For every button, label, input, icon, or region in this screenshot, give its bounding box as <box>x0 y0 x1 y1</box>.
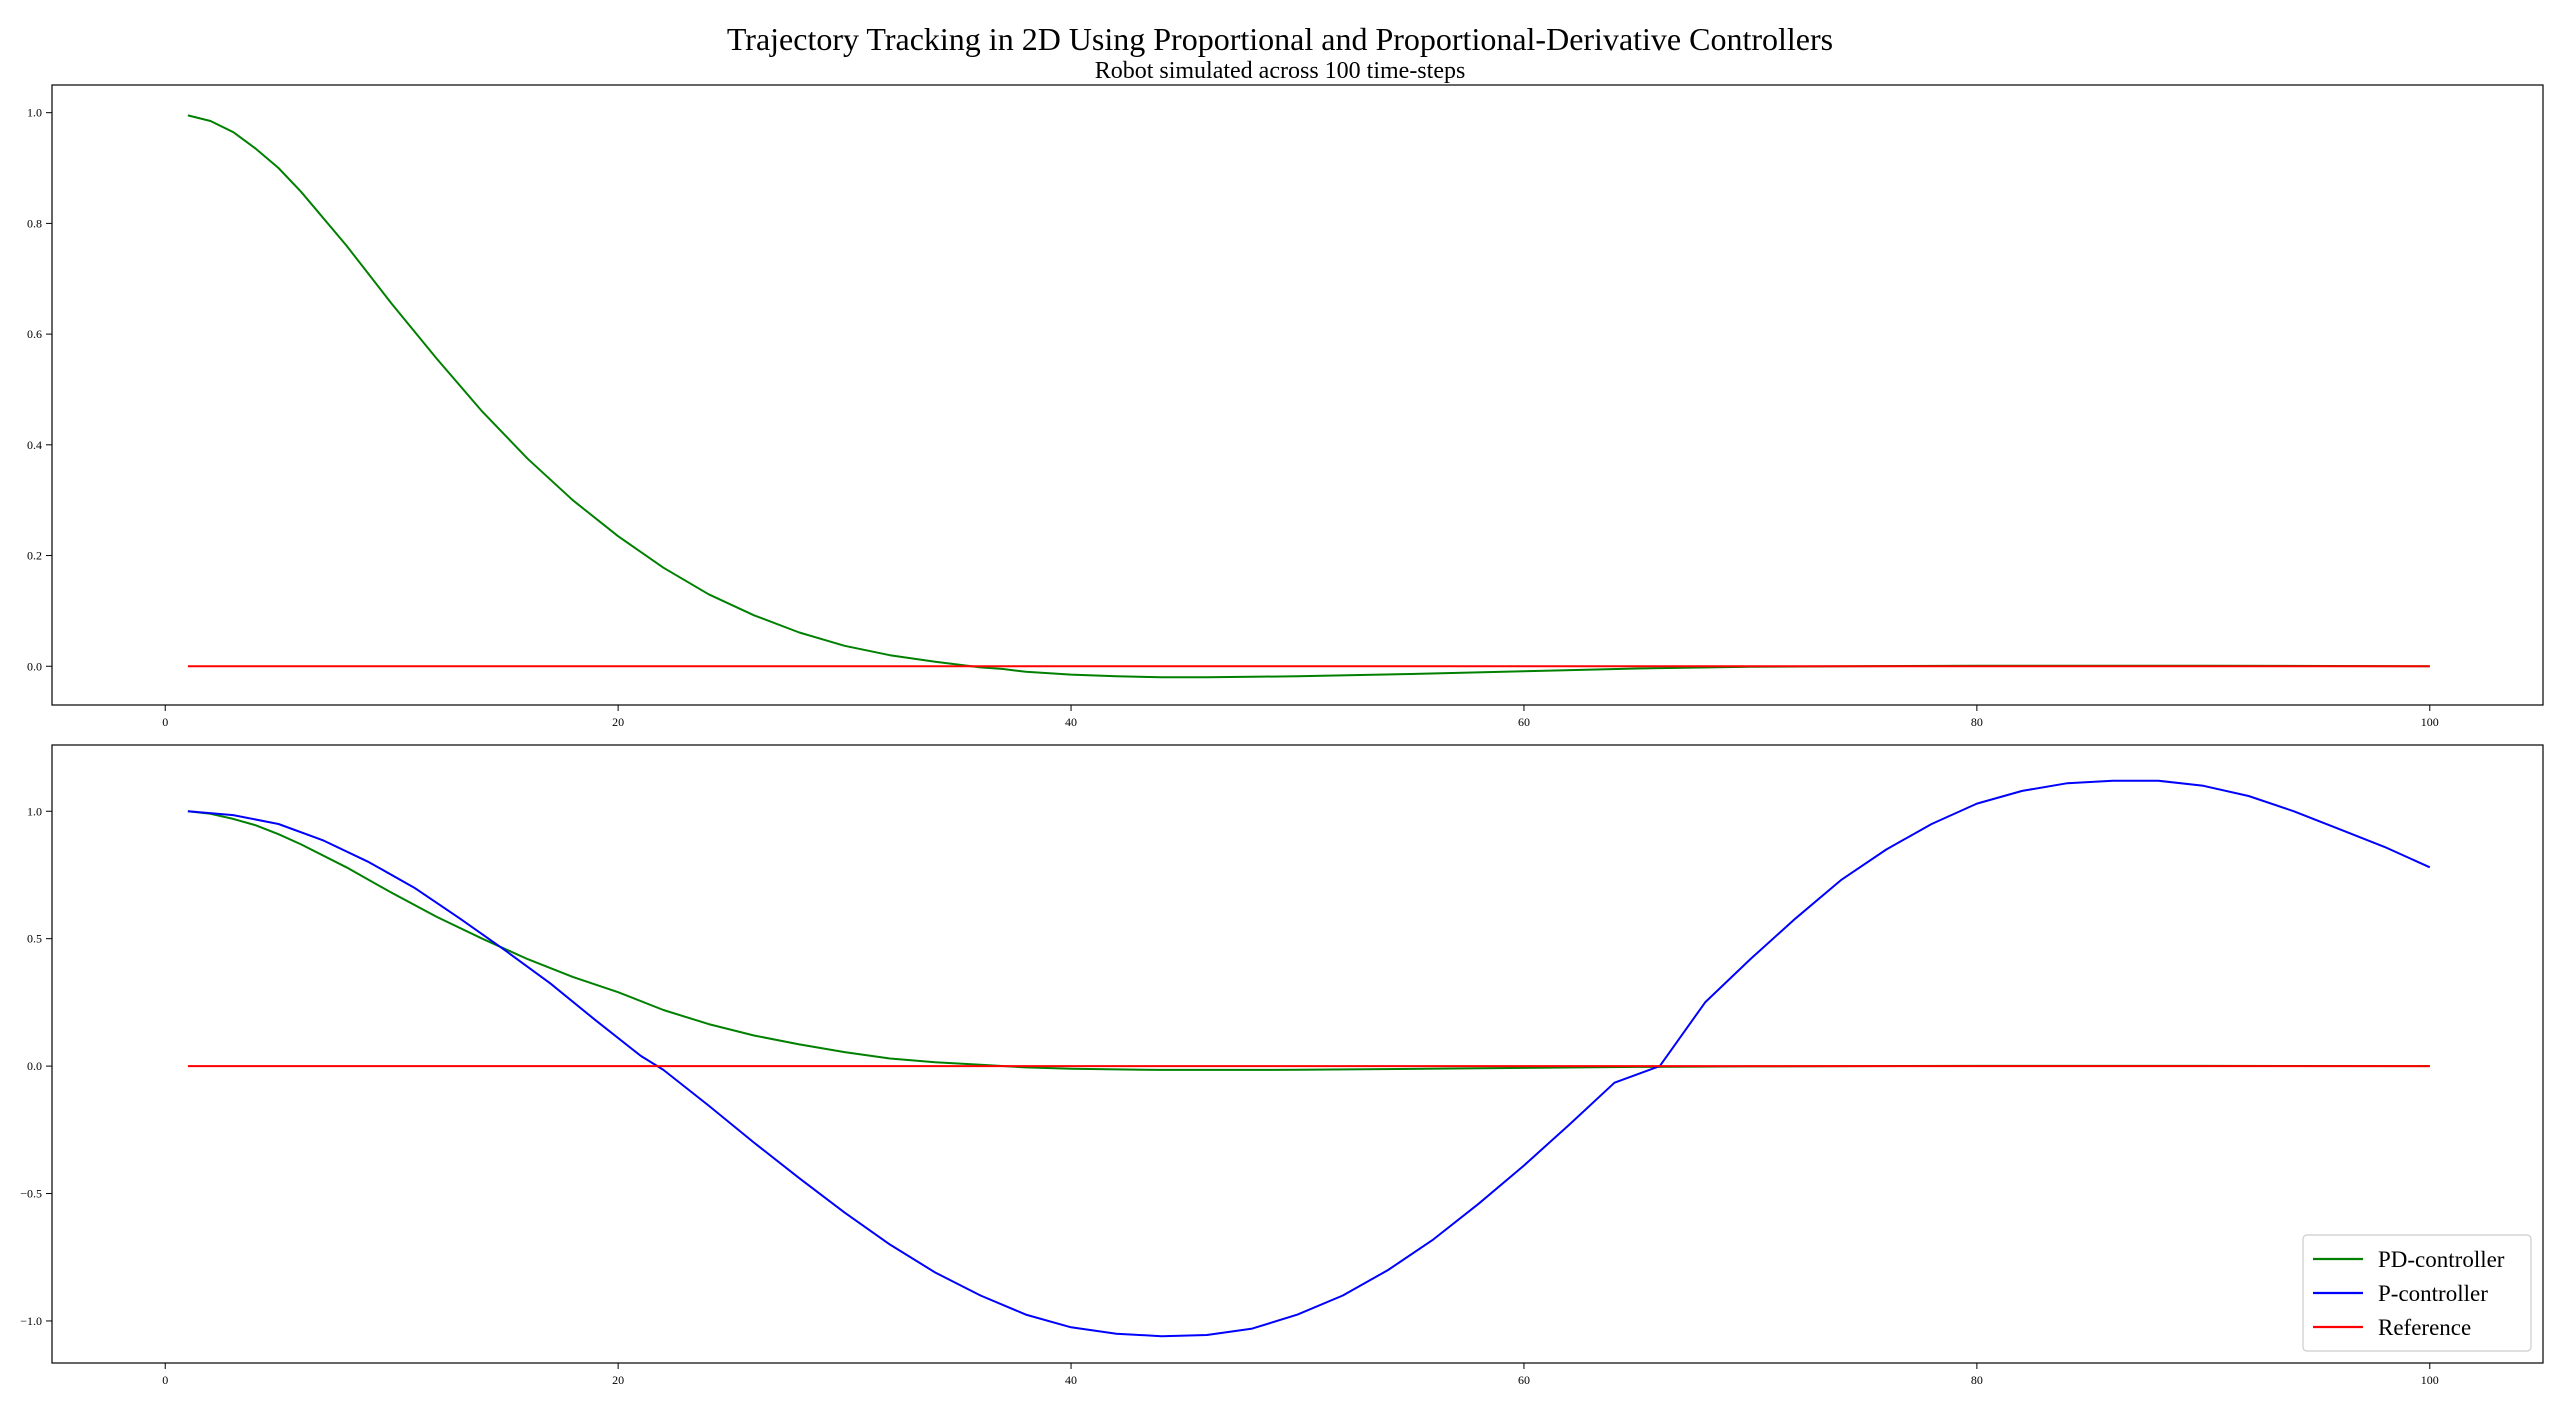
x-tick-label: 40 <box>1065 1373 1077 1387</box>
x-tick-label: 60 <box>1518 1373 1530 1387</box>
subplot-2: 0 20 40 60 80 100 −1.0 −0.5 0.0 0.5 1.0 PD-controll… <box>20 744 2544 1387</box>
series-line-pd <box>187 810 2430 1071</box>
x-tick-label: 20 <box>612 1373 624 1387</box>
series-line-pd <box>187 114 2430 679</box>
series-line-p <box>187 779 2431 1338</box>
legend-label-pd: PD-controller <box>2378 1247 2505 1272</box>
figure-title: Trajectory Tracking in 2D Using Proporti… <box>727 21 1833 57</box>
y-tick-label: 0.2 <box>27 549 42 563</box>
x-tick-label: 40 <box>1065 715 1077 729</box>
axes-frame <box>51 84 2544 706</box>
subplot-1: 0 20 40 60 80 100 0.0 0.2 0.4 0.6 0.8 1.0 <box>27 84 2544 729</box>
y-tick-label: 1.0 <box>27 804 42 818</box>
y-tick-label: 0.0 <box>27 1059 42 1073</box>
x-tick-label: 0 <box>162 715 168 729</box>
x-tick-label: 80 <box>1971 1373 1983 1387</box>
figure-subtitle: Robot simulated across 100 time-steps <box>1095 58 1466 84</box>
y-tick-label: 0.4 <box>27 438 42 452</box>
y-tick-label: 1.0 <box>27 106 42 120</box>
legend: PD-controller P-controller Reference <box>2302 1234 2532 1352</box>
legend-box <box>2302 1234 2532 1352</box>
y-tick-label: 0.5 <box>27 932 42 946</box>
x-tick-label: 20 <box>612 715 624 729</box>
y-tick-label: 0.8 <box>27 216 42 230</box>
x-tick-label: 0 <box>162 1373 168 1387</box>
x-tick-label: 60 <box>1518 715 1530 729</box>
y-tick-label: 0.6 <box>27 327 42 341</box>
y-tick-label: 0.0 <box>27 659 42 673</box>
y-tick-label: −1.0 <box>20 1314 42 1328</box>
legend-label-p: P-controller <box>2378 1281 2488 1306</box>
axes-frame <box>51 744 2544 1364</box>
x-tick-label: 100 <box>2421 715 2439 729</box>
x-tick-label: 100 <box>2421 1373 2439 1387</box>
plots: 0 20 40 60 80 100 0.0 0.2 0.4 0.6 0.8 1.0 0 20 40 60 80 1… <box>20 84 2544 1387</box>
y-tick-label: −0.5 <box>20 1187 42 1201</box>
x-tick-label: 80 <box>1971 715 1983 729</box>
legend-label-ref: Reference <box>2378 1315 2471 1340</box>
